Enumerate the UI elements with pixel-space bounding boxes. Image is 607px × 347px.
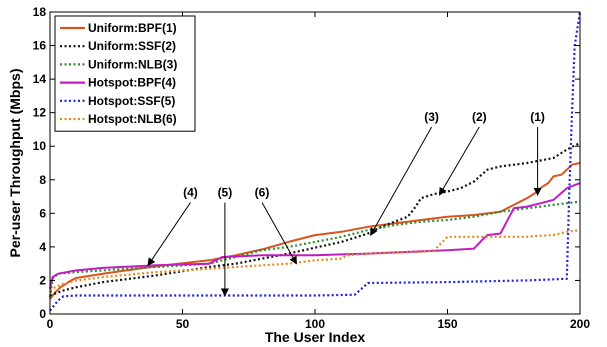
annotation-label: (4) [183,186,198,200]
tick-layer: 0 50 100 150 200 0 2 4 6 8 10 12 14 16 18 [33,5,591,331]
y-tick-label: 14 [33,72,47,86]
annotation-arrow [370,126,433,237]
series-line-3 [48,200,581,298]
x-tick-label: 0 [47,317,54,331]
x-tick-label: 50 [176,317,190,331]
legend-label: Uniform:SSF(2) [88,39,176,53]
annotation-arrow [439,126,480,196]
legend-box [54,15,196,132]
legend-label: Hotspot:BPF(4) [88,76,176,90]
y-tick-label: 10 [33,139,47,153]
series-line-5 [49,11,582,312]
y-tick-label: 8 [39,173,46,187]
annotation-label: (2) [472,110,487,124]
legend-label: Uniform:BPF(1) [88,21,177,35]
legend-label: Hotspot:SSF(5) [88,94,175,108]
y-tick-label: 0 [39,307,46,321]
annotation-layer: (1) (2) (3) (4) (5) (6) [147,110,545,297]
annotation-label: (3) [424,110,439,124]
y-tick-label: 12 [33,106,47,120]
annotation-label: (6) [255,186,270,200]
annotation-arrow [261,202,297,265]
x-axis-title: The User Index [265,329,366,345]
series-line-4 [49,182,581,290]
x-tick-label: 100 [305,317,325,331]
y-tick-label: 18 [33,5,47,19]
series-line-1 [49,162,581,300]
legend: Uniform:BPF(1) Uniform:SSF(2) Uniform:NLB(… [54,15,196,132]
x-tick-label: 200 [570,317,590,331]
x-tick-label: 150 [437,317,457,331]
y-tick-label: 16 [33,39,47,53]
series-line-2 [49,141,581,297]
annotation-label: (5) [218,186,233,200]
y-tick-label: 4 [39,240,46,254]
legend-label: Hotspot:NLB(6) [88,112,177,126]
series-line-6 [49,229,581,292]
legend-label: Uniform:NLB(3) [88,57,177,71]
annotation-arrow [147,202,191,267]
series-layer [48,11,582,312]
y-axis-title: Per-user Throughput (Mbps) [7,69,23,258]
y-tick-label: 6 [39,206,46,220]
y-tick-label: 2 [39,273,46,287]
annotation-label: (1) [530,110,545,124]
